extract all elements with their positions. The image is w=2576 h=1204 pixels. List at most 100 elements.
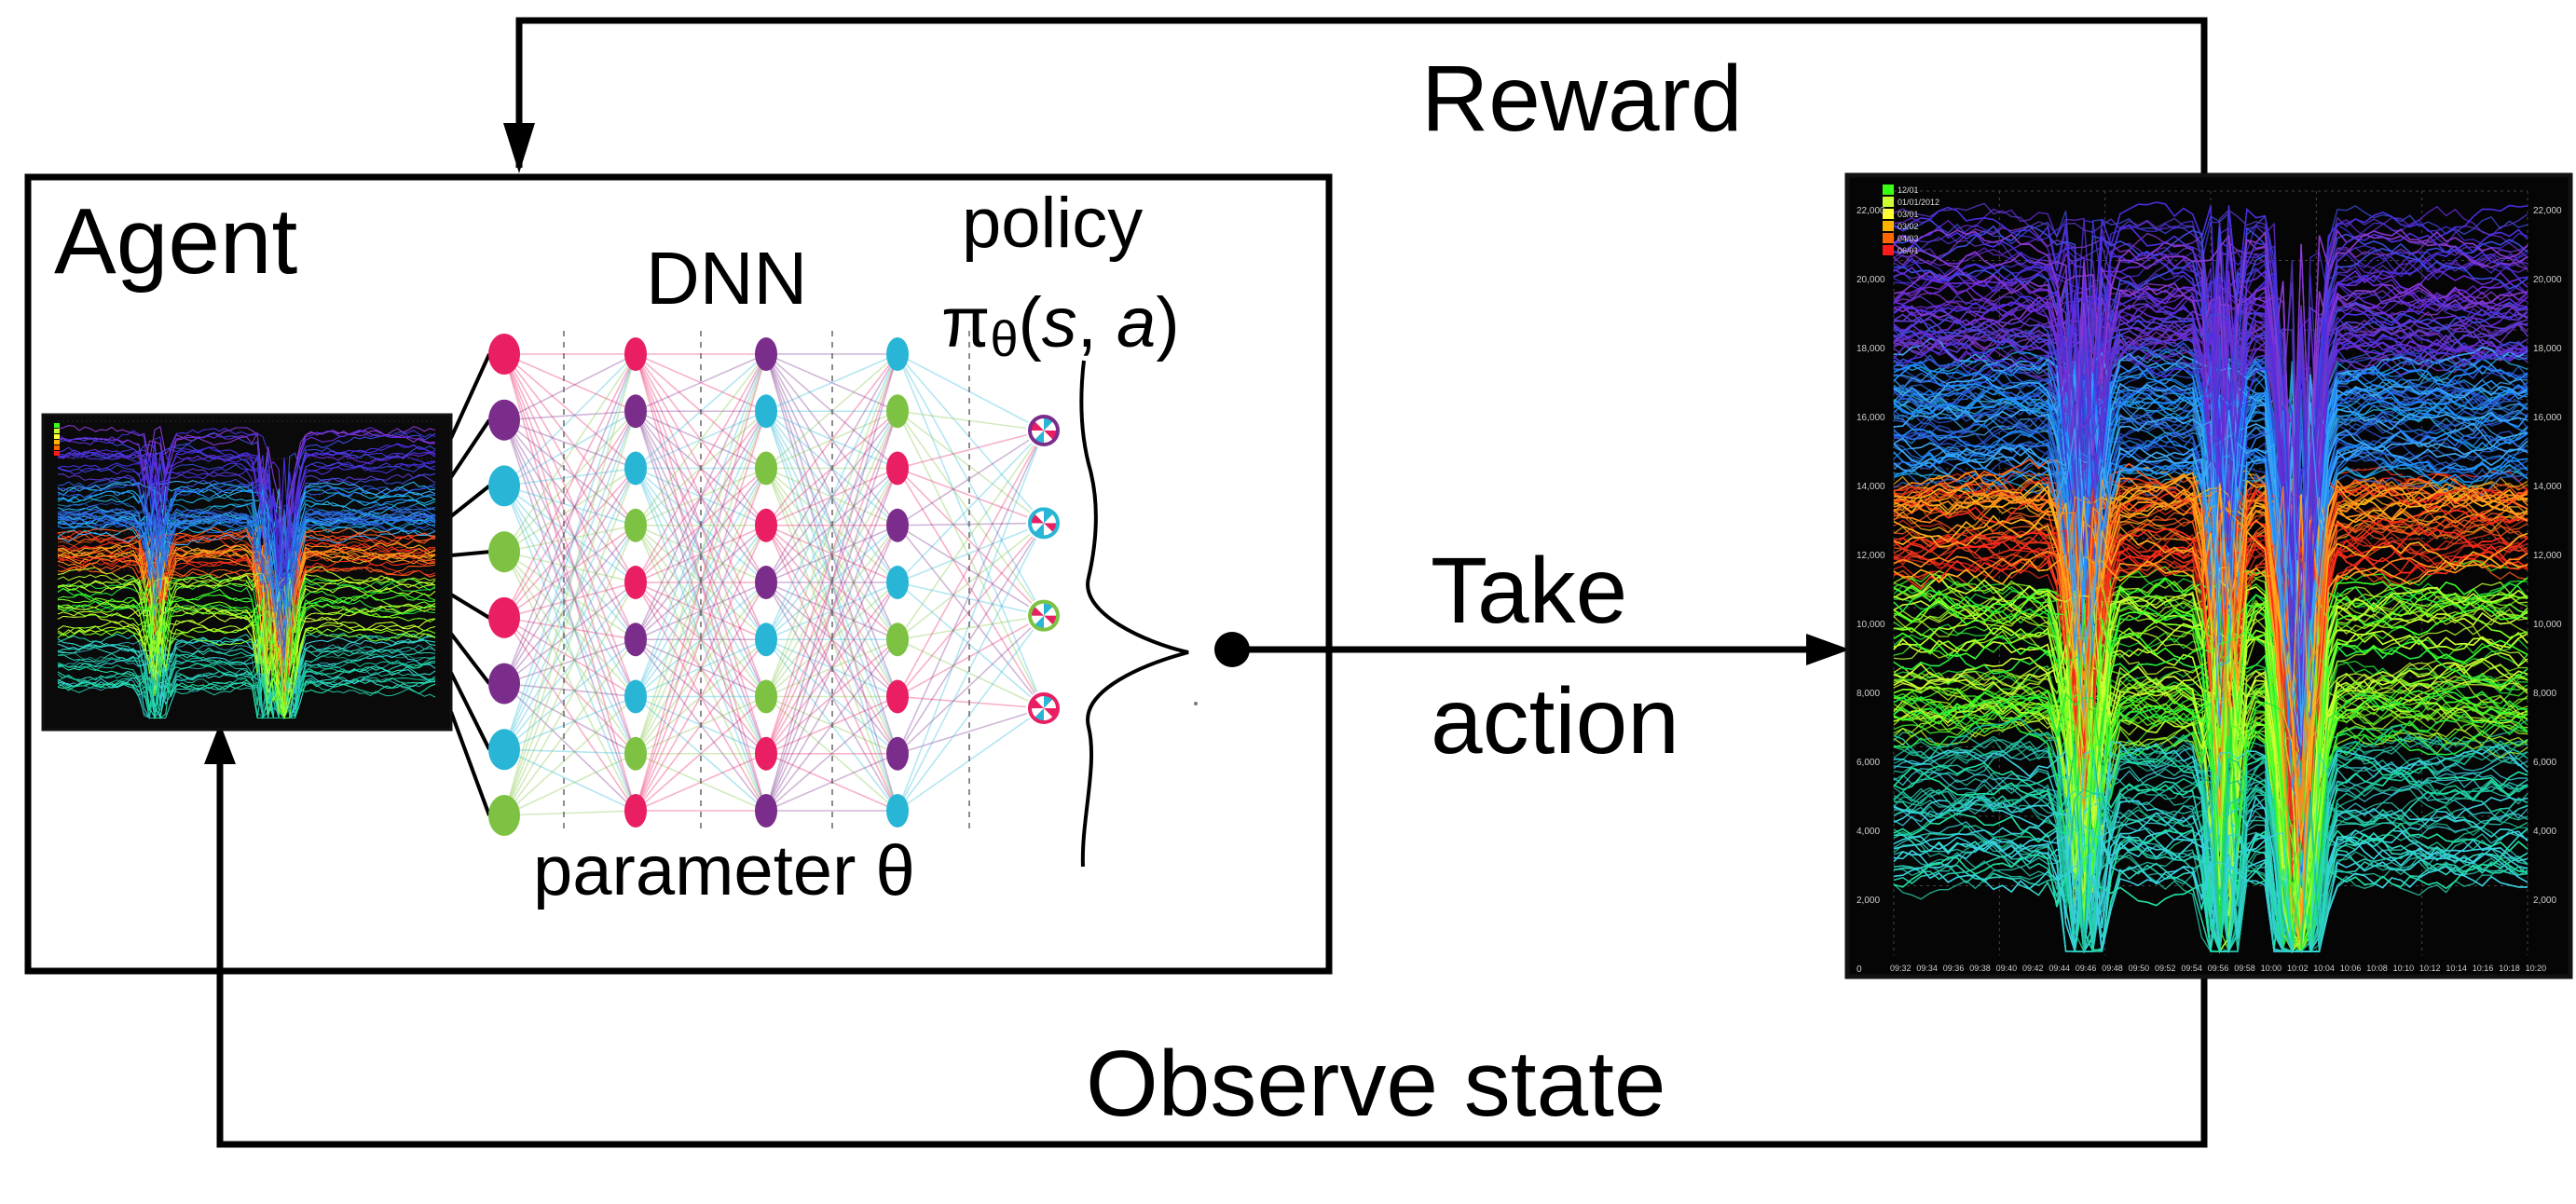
dnn-connection — [897, 410, 1045, 431]
state-trace-line — [1893, 667, 2528, 952]
state-trace-line — [57, 572, 436, 688]
dnn-connection — [503, 551, 637, 640]
take-action-arrowhead — [1806, 634, 1850, 665]
state-trace-line — [57, 510, 436, 657]
hidden-neuron — [886, 337, 909, 371]
dnn-connection — [765, 467, 898, 527]
state-trace-line — [57, 529, 436, 646]
state-trace-line — [1893, 757, 2528, 952]
legend-swatch — [1883, 185, 1894, 195]
policy-open-paren: ( — [1018, 283, 1041, 363]
dnn-connection — [765, 353, 898, 412]
observe-state-arrowhead — [204, 723, 236, 764]
dnn-connection — [635, 525, 767, 583]
state-trace-line — [57, 656, 436, 718]
y-tick-label-right: 20,000 — [2533, 275, 2562, 285]
state-trace-line — [1893, 296, 2528, 514]
dnn-connection — [503, 353, 637, 640]
dnn-connection — [897, 353, 1045, 617]
hidden-neuron — [886, 794, 909, 828]
output-neuron-segment — [1032, 421, 1044, 431]
dnn-connection — [503, 695, 637, 816]
dnn-connection — [503, 748, 637, 812]
output-neuron-segment — [1044, 523, 1053, 536]
dnn-connection — [765, 353, 898, 412]
dnn-connection — [635, 525, 767, 583]
dnn-connection — [897, 615, 1045, 812]
output-neuron-segment — [1044, 615, 1056, 624]
hidden-neuron — [886, 508, 909, 542]
dnn-connection — [503, 617, 637, 698]
legend-swatch — [1883, 245, 1894, 255]
output-neuron-segment — [1035, 696, 1044, 708]
hidden-neuron — [624, 623, 647, 657]
dnn-connection — [765, 468, 898, 640]
x-tick-label: 09:54 — [2181, 964, 2202, 973]
state-trace-line — [1893, 820, 2528, 952]
state-trace-line — [57, 653, 436, 718]
policy-small-dot — [1194, 702, 1198, 705]
x-tick-label: 10:04 — [2313, 964, 2335, 973]
dnn-connection — [503, 410, 637, 553]
state-trace-line — [57, 540, 436, 663]
x-tick-label: 09:38 — [1969, 964, 1991, 973]
x-tick-label: 10:00 — [2261, 964, 2282, 973]
y-tick-label: 18,000 — [1857, 344, 1885, 354]
policy-formula: πθ(s, a) — [941, 283, 1180, 367]
dnn-connection — [503, 682, 637, 698]
state-trace-line — [57, 594, 436, 718]
output-neuron-segment — [1032, 523, 1044, 532]
output-neuron — [1026, 597, 1062, 634]
dnn-connection — [765, 581, 898, 698]
output-neuron-segment — [1032, 708, 1044, 718]
dnn-connection — [503, 419, 637, 527]
dnn-connection — [897, 614, 1045, 641]
output-neuron-segment — [1032, 607, 1044, 616]
state-trace-line — [1893, 225, 2528, 546]
dnn-connection — [897, 467, 1045, 525]
hidden-neuron — [886, 679, 909, 714]
dnn-connection — [503, 353, 637, 583]
dnn-connection — [765, 353, 898, 640]
state-trace-line — [1893, 855, 2528, 952]
state-trace-line — [1893, 282, 2528, 697]
dnn-connection — [897, 525, 1045, 617]
dnn-connection — [503, 581, 637, 619]
state-trace-line — [1893, 732, 2528, 952]
dnn-connection — [897, 614, 1045, 698]
x-tick-label: 10:14 — [2446, 964, 2467, 973]
output-neuron-segment — [1044, 511, 1053, 524]
output-neuron — [1026, 691, 1062, 726]
input-wire — [449, 632, 491, 685]
dnn-connection — [503, 551, 637, 755]
hidden-neuron — [755, 623, 777, 657]
state-trace-line — [57, 602, 436, 718]
input-wire — [450, 550, 490, 557]
x-tick-label: 10:12 — [2419, 964, 2441, 973]
dnn-connection — [503, 353, 637, 754]
dnn-connection — [503, 410, 637, 684]
x-tick-label: 10:18 — [2499, 964, 2520, 973]
dnn-connection — [503, 468, 637, 816]
dnn-connection — [503, 485, 637, 527]
x-tick-label: 09:42 — [2022, 964, 2044, 973]
state-trace-line — [1893, 290, 2528, 593]
dnn-connection — [503, 419, 637, 812]
hidden-neuron — [755, 679, 777, 714]
state-trace-line — [57, 508, 436, 585]
agent-label: Agent — [54, 189, 298, 294]
state-trace-line — [57, 533, 436, 670]
state-trace-line — [57, 563, 436, 690]
state-trace-line — [57, 646, 436, 718]
dnn-connection — [503, 695, 637, 751]
input-wire — [449, 711, 491, 816]
state-trace-line — [57, 631, 436, 719]
dnn-connection — [635, 353, 767, 527]
dnn-connection — [503, 581, 637, 750]
dnn-connection — [765, 695, 898, 812]
y-tick-label-right: 2,000 — [2533, 896, 2556, 906]
dnn-connection — [897, 353, 1045, 524]
legend-entry: 04/03 — [1898, 234, 1919, 243]
state-trace-line — [1893, 273, 2528, 669]
dnn-connection — [635, 353, 767, 527]
